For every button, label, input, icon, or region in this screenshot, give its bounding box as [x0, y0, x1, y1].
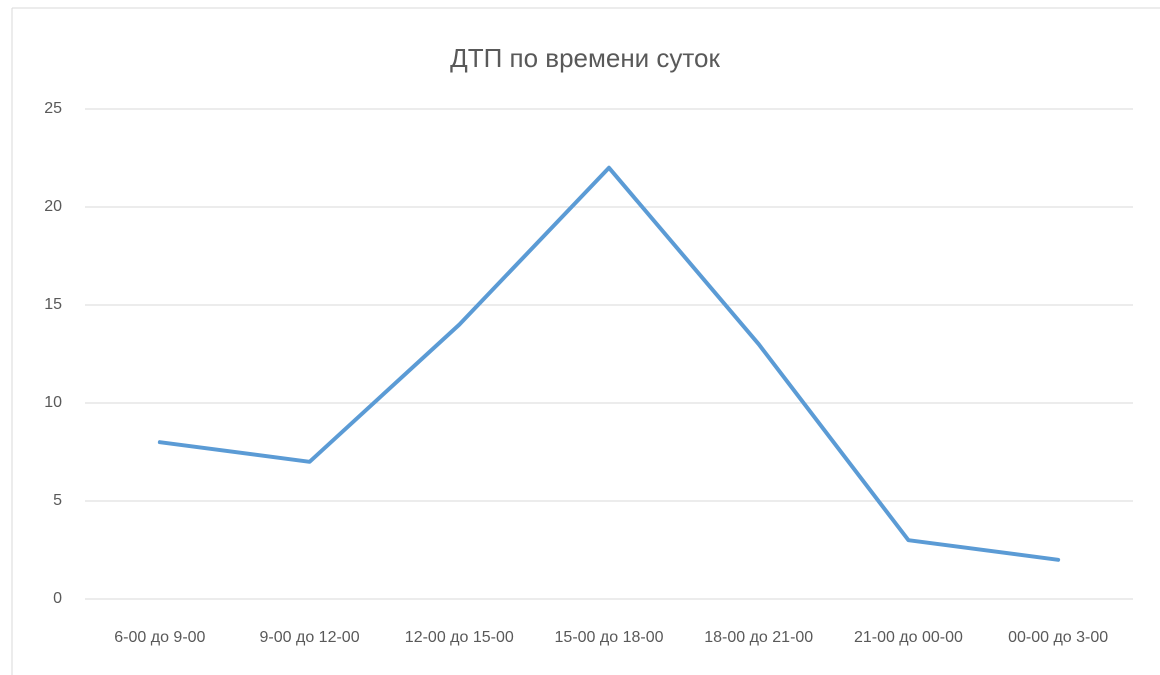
x-tick-label: 12-00 до 15-00 [405, 629, 514, 646]
y-tick-label: 20 [44, 198, 62, 215]
y-tick-label: 0 [53, 590, 62, 607]
x-tick-label: 9-00 до 12-00 [260, 629, 360, 646]
x-tick-label: 18-00 до 21-00 [704, 629, 813, 646]
x-tick-label: 15-00 до 18-00 [555, 629, 664, 646]
y-tick-label: 5 [53, 492, 62, 509]
x-tick-label: 6-00 до 9-00 [114, 629, 205, 646]
y-tick-label: 25 [44, 100, 62, 117]
y-tick-label: 15 [44, 296, 62, 313]
x-tick-label: 21-00 до 00-00 [854, 629, 963, 646]
chart-title: ДТП по времени суток [450, 43, 720, 73]
x-tick-label: 00-00 до 3-00 [1008, 629, 1108, 646]
line-series [157, 165, 1061, 562]
y-tick-label: 10 [44, 394, 62, 411]
